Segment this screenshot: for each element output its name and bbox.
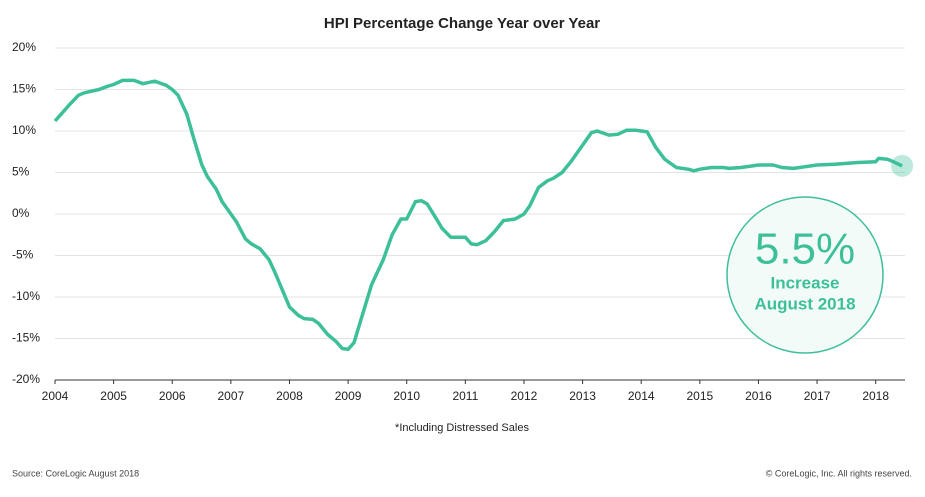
x-tick-label: 2015 (686, 389, 713, 403)
y-tick-label: -10% (12, 289, 40, 303)
x-tick-label: 2010 (393, 389, 420, 403)
y-tick-label: 20% (12, 40, 36, 54)
x-tick-label: 2005 (100, 389, 127, 403)
copyright: © CoreLogic, Inc. All rights reserved. (766, 468, 912, 478)
x-tick-label: 2011 (452, 389, 478, 403)
y-tick-label: -20% (12, 372, 40, 386)
annotation-circle (726, 196, 884, 354)
x-tick-label: 2004 (42, 389, 69, 403)
y-tick-label: 0% (12, 206, 30, 220)
x-tick-label: 2017 (804, 389, 831, 403)
annotation-line: August 2018 (754, 294, 855, 313)
y-tick-label: 10% (12, 123, 36, 137)
x-tick-label: 2006 (159, 389, 186, 403)
annotation-line: Increase (771, 273, 840, 292)
x-tick-label: 2018 (862, 389, 889, 403)
annotation-value: 5.5% (755, 225, 855, 274)
source: Source: CoreLogic August 2018 (12, 468, 139, 478)
chart-title: HPI Percentage Change Year over Year (324, 15, 600, 32)
y-tick-label: -15% (12, 331, 40, 345)
line (53, 78, 903, 352)
x-tick-label: 2012 (511, 389, 538, 403)
x-tick-label: 2013 (569, 389, 596, 403)
x-tick-label: 2014 (628, 389, 655, 403)
x-tick-label: 2016 (745, 389, 772, 403)
y-tick-label: 15% (12, 82, 36, 96)
end-point (891, 154, 914, 177)
y-tick-label: -5% (12, 248, 34, 262)
x-tick-label: 2007 (218, 389, 245, 403)
y-tick-label: 5% (12, 165, 30, 179)
x-tick-label: 2009 (335, 389, 362, 403)
subtitle: *Including Distressed Sales (395, 422, 529, 434)
x-tick-label: 2008 (276, 389, 303, 403)
